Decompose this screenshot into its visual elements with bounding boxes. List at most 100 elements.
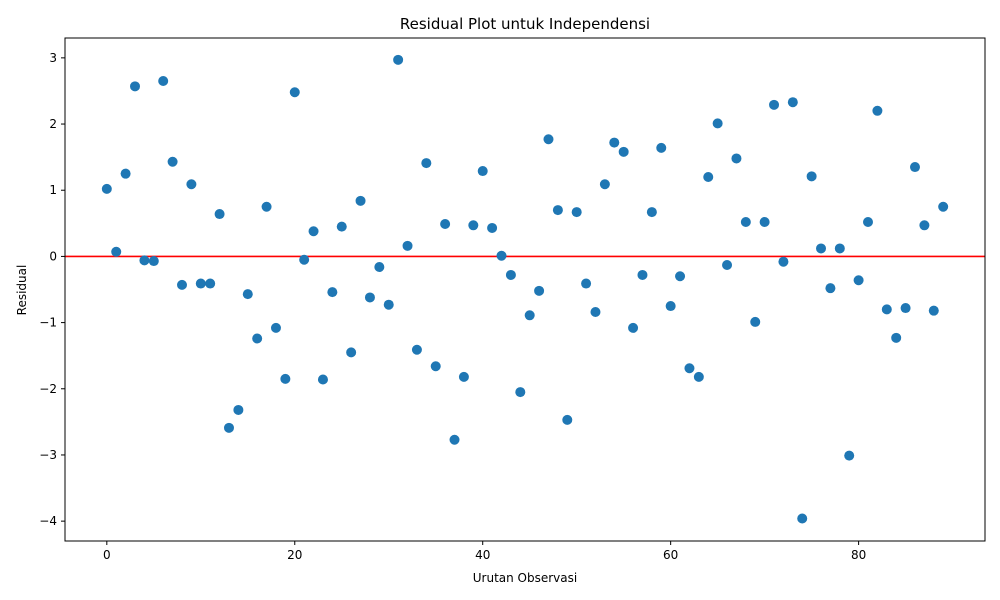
data-point (891, 332, 902, 343)
data-points (101, 54, 949, 524)
data-point (327, 287, 338, 298)
data-point (731, 153, 742, 164)
x-tick-label: 40 (475, 548, 490, 562)
data-point (449, 434, 460, 445)
data-point (111, 246, 122, 257)
data-point (844, 450, 855, 461)
data-point (336, 221, 347, 232)
data-point (176, 279, 187, 290)
data-point (628, 322, 639, 333)
data-point (806, 171, 817, 182)
data-point (618, 146, 629, 157)
data-point (158, 76, 169, 87)
data-point (289, 87, 300, 98)
data-point (148, 256, 159, 267)
data-point (534, 285, 545, 296)
data-point (881, 304, 892, 315)
x-axis-label: Urutan Observasi (473, 571, 577, 585)
data-point (938, 201, 949, 212)
data-point (167, 156, 178, 167)
data-point (383, 299, 394, 310)
data-point (411, 344, 422, 355)
y-tick-label: 3 (49, 51, 57, 65)
data-point (552, 205, 563, 216)
data-point (675, 271, 686, 282)
data-point (393, 54, 404, 65)
data-point (270, 322, 281, 333)
data-point (750, 316, 761, 327)
data-point (440, 218, 451, 229)
data-point (646, 207, 657, 218)
data-point (364, 292, 375, 303)
y-tick-label: −1 (39, 316, 57, 330)
data-point (928, 305, 939, 316)
data-point (740, 216, 751, 227)
data-point (693, 371, 704, 382)
chart-title: Residual Plot untuk Independensi (400, 15, 650, 33)
data-point (487, 222, 498, 233)
data-point (139, 255, 150, 266)
data-point (242, 289, 253, 300)
data-point (299, 254, 310, 265)
data-point (863, 216, 874, 227)
data-point (590, 307, 601, 318)
x-axis: 0 20 40 60 80 (103, 541, 866, 562)
data-point (515, 387, 526, 398)
data-point (684, 363, 695, 374)
data-point (816, 243, 827, 254)
data-point (609, 137, 620, 148)
data-point (214, 209, 225, 220)
data-point (205, 278, 216, 289)
y-axis-label: Residual (15, 265, 29, 316)
data-point (477, 166, 488, 177)
data-point (825, 283, 836, 294)
x-tick-label: 0 (103, 548, 111, 562)
data-point (374, 261, 385, 272)
data-point (778, 256, 789, 267)
data-point (130, 81, 141, 92)
y-tick-label: 2 (49, 117, 57, 131)
data-point (853, 275, 864, 286)
data-point (797, 513, 808, 524)
data-point (872, 105, 883, 116)
data-point (468, 220, 479, 231)
data-point (656, 142, 667, 153)
data-point (458, 371, 469, 382)
data-point (505, 269, 516, 280)
data-point (280, 373, 291, 384)
data-point (759, 216, 770, 227)
y-tick-label: 1 (49, 183, 57, 197)
data-point (317, 374, 328, 385)
data-point (909, 162, 920, 173)
data-point (101, 183, 112, 194)
data-point (308, 226, 319, 237)
data-point (402, 240, 413, 251)
data-point (430, 361, 441, 372)
data-point (787, 97, 798, 108)
y-tick-label: 0 (49, 249, 57, 263)
data-point (346, 347, 357, 358)
data-point (722, 260, 733, 271)
data-point (571, 207, 582, 218)
data-point (834, 243, 845, 254)
data-point (120, 168, 131, 179)
data-point (496, 250, 507, 261)
data-point (637, 269, 648, 280)
data-point (421, 158, 432, 169)
x-tick-label: 20 (287, 548, 302, 562)
data-point (919, 220, 930, 231)
data-point (543, 134, 554, 145)
data-point (261, 201, 272, 212)
x-tick-label: 80 (851, 548, 866, 562)
data-point (233, 404, 244, 415)
y-axis: −4 −3 −2 −1 0 1 2 3 (39, 51, 65, 528)
data-point (712, 118, 723, 129)
y-tick-label: −3 (39, 448, 57, 462)
data-point (599, 179, 610, 190)
data-point (703, 171, 714, 182)
data-point (665, 301, 676, 312)
plot-frame (64, 37, 986, 542)
data-point (562, 414, 573, 425)
data-point (186, 179, 197, 190)
